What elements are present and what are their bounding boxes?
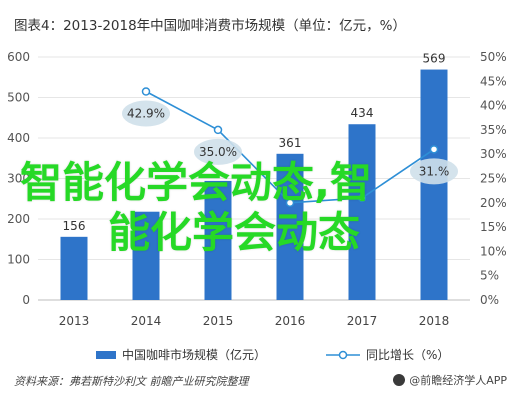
brand-logo-icon <box>393 374 406 386</box>
data-label-bubble <box>122 100 170 127</box>
left-tick-label: 400 <box>7 131 30 145</box>
right-tick-label: 5% <box>480 269 499 283</box>
right-tick-label: 25% <box>480 172 507 186</box>
source-note: 资料来源：弗若斯特沙利文 前瞻产业研究院整理 <box>14 375 249 388</box>
left-axis: 0 100 200 300 400 500 600 <box>7 50 30 307</box>
watermark-line-2: 能化学会动态 <box>108 208 361 257</box>
data-label-bubble <box>410 158 458 185</box>
right-tick-label: 50% <box>480 50 507 64</box>
right-tick-label: 15% <box>480 220 507 234</box>
x-axis: 2013 2014 2015 2016 2017 2018 <box>59 314 450 328</box>
brand: @前瞻经济学人APP <box>393 372 507 388</box>
legend-line-label: 同比增长（%） <box>366 348 450 362</box>
gridlines <box>38 56 470 301</box>
growth-point <box>357 193 367 203</box>
chart-title: 图表4：2013-2018年中国咖啡消费市场规模（单位：亿元，%） <box>14 18 407 34</box>
x-tick-label: 2016 <box>275 314 306 328</box>
left-tick-label: 100 <box>7 253 30 267</box>
bar-data-label: 361 <box>279 136 302 150</box>
right-tick-label: 10% <box>480 244 507 258</box>
right-tick-label: 20% <box>480 196 507 210</box>
brand-label: @前瞻经济学人APP <box>409 374 507 387</box>
left-tick-label: 500 <box>7 91 30 105</box>
legend-line-swatch <box>326 350 361 359</box>
line-data-label: 42.9% <box>127 107 165 121</box>
right-tick-label: 0% <box>480 293 499 307</box>
line-series: 42.9% 35.0% 31.% <box>122 87 458 208</box>
bar-data-label: 569 <box>423 52 446 66</box>
x-tick-label: 2014 <box>131 314 162 328</box>
bar-data-label: 156 <box>63 219 86 233</box>
bar <box>132 211 160 300</box>
x-tick-label: 2015 <box>203 314 234 328</box>
bar <box>348 124 376 300</box>
left-tick-label: 200 <box>7 212 30 226</box>
bar <box>204 180 232 300</box>
legend-bar-swatch <box>96 350 116 359</box>
x-tick-label: 2017 <box>347 314 378 328</box>
line-data-label: 35.0% <box>199 145 237 159</box>
growth-point <box>141 87 151 96</box>
legend: 中国咖啡市场规模（亿元） 同比增长（%） <box>96 346 449 363</box>
bar <box>60 236 88 300</box>
data-label-bubble <box>194 138 242 165</box>
right-tick-label: 30% <box>480 147 507 161</box>
left-tick-label: 300 <box>7 172 30 186</box>
left-tick-label: 0 <box>22 293 30 307</box>
bar-data-label: 434 <box>351 106 374 120</box>
x-tick-label: 2013 <box>59 314 90 328</box>
legend-bar-label: 中国咖啡市场规模（亿元） <box>122 348 267 362</box>
line-data-label: 31.% <box>419 164 450 178</box>
watermark-line-1: 智能化学会动态,智 <box>20 158 372 207</box>
bar <box>276 153 304 300</box>
growth-point <box>285 198 295 208</box>
x-tick-label: 2018 <box>419 314 450 328</box>
growth-point <box>213 125 223 135</box>
right-tick-label: 35% <box>480 123 507 137</box>
right-tick-label: 45% <box>480 74 507 88</box>
right-axis: 0% 5% 10% 15% 20% 25% 30% 35% 40% 45% 50% <box>480 50 507 307</box>
bar <box>420 69 448 301</box>
growth-point <box>429 145 439 154</box>
left-tick-label: 600 <box>7 50 30 64</box>
right-tick-label: 40% <box>480 99 507 113</box>
bar-series: 156 361 434 569 <box>60 52 448 301</box>
